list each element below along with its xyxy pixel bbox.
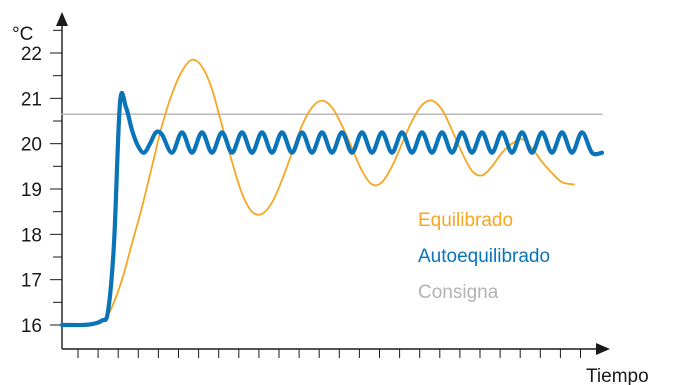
y-tick-label: 19: [21, 180, 42, 201]
legend-consigna: Consigna: [418, 282, 499, 303]
x-axis-label: Tiempo: [586, 366, 649, 385]
series: [59, 58, 605, 328]
y-tick-label: 18: [21, 225, 42, 246]
y-axis-label: °C: [12, 24, 33, 45]
legend-autoequilibrado: Autoequilibrado: [418, 246, 550, 267]
axes: [56, 12, 610, 355]
series-line-equilibrado: [61, 58, 575, 327]
y-tick-label: 20: [21, 135, 42, 156]
x-axis-arrow: [596, 343, 610, 355]
y-tick-label: 21: [21, 89, 42, 110]
y-tick-label: 17: [21, 271, 42, 292]
y-axis-arrow: [56, 12, 68, 26]
series-line-autoequilibrado: [59, 91, 605, 328]
legend-equilibrado: Equilibrado: [418, 210, 513, 231]
y-ticks: 16 17 18 19 20 21 22: [21, 29, 62, 337]
x-ticks: [77, 349, 581, 358]
legend: Equilibrado Autoequilibrado Consigna: [418, 210, 550, 303]
y-tick-label: 22: [21, 44, 42, 65]
y-tick-label: 16: [21, 316, 42, 337]
